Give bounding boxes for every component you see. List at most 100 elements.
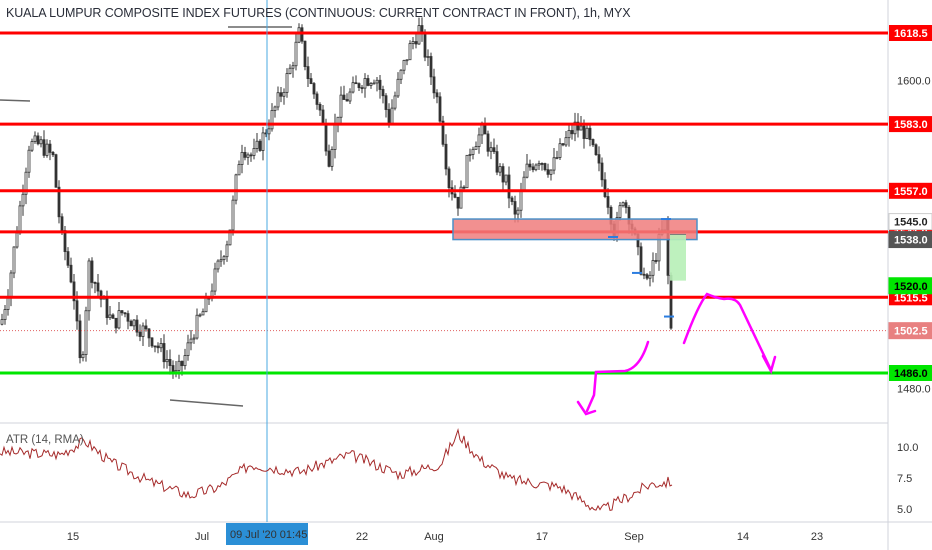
candle-body xyxy=(648,274,652,279)
candle-body xyxy=(108,314,112,319)
candle xyxy=(108,306,112,320)
candle xyxy=(567,123,571,147)
candle-body xyxy=(408,43,412,61)
candle xyxy=(603,172,607,199)
candle-body xyxy=(576,121,580,131)
candle-body xyxy=(297,27,301,43)
candle-body xyxy=(189,338,193,344)
candle xyxy=(111,313,115,319)
time-tick-label: 15 xyxy=(67,531,79,543)
candle xyxy=(507,166,511,209)
candle xyxy=(78,314,82,364)
candle-body xyxy=(75,300,79,322)
candle xyxy=(552,147,556,175)
candle xyxy=(438,92,442,126)
candle xyxy=(429,52,433,85)
resistance-zone[interactable] xyxy=(452,218,698,241)
candle xyxy=(459,180,463,209)
candle xyxy=(489,141,493,160)
candle xyxy=(27,145,31,178)
candle-body xyxy=(6,297,10,310)
candle xyxy=(456,196,460,216)
candle-body xyxy=(639,246,643,275)
candle-body xyxy=(231,199,235,231)
candle-body xyxy=(246,154,250,158)
candle xyxy=(501,163,505,192)
candle-body xyxy=(384,95,388,110)
candle-body xyxy=(243,151,247,158)
candle-body xyxy=(540,163,544,165)
candle xyxy=(30,138,34,152)
price-tag-bg xyxy=(889,365,932,381)
candle-body xyxy=(471,148,475,155)
candle xyxy=(303,40,307,71)
candle-body xyxy=(228,229,232,246)
candle xyxy=(528,159,532,171)
candle-body xyxy=(366,78,370,86)
candle-body xyxy=(603,179,607,197)
candle-body xyxy=(288,67,292,74)
candle-body xyxy=(591,139,595,146)
candle-body xyxy=(222,256,226,261)
candle xyxy=(192,334,196,344)
candle-body xyxy=(495,151,499,173)
candle-body xyxy=(204,297,208,313)
candle xyxy=(375,77,379,92)
candle xyxy=(585,125,589,140)
candle xyxy=(555,150,559,160)
candle xyxy=(474,141,478,150)
candle-body xyxy=(537,163,541,166)
candle-body xyxy=(645,274,649,279)
projection-path-down[interactable] xyxy=(585,340,650,413)
candle xyxy=(381,85,385,104)
candle-body xyxy=(444,143,448,170)
candle-body xyxy=(405,59,409,62)
price-tag-label: 1545.0 xyxy=(894,217,928,229)
candle xyxy=(276,86,280,111)
candle xyxy=(342,85,346,100)
candle-body xyxy=(69,264,73,283)
candle-body xyxy=(333,123,337,150)
candle xyxy=(258,139,262,152)
price-tag-label: 1583.0 xyxy=(894,119,928,131)
candle-body xyxy=(180,360,184,367)
candle xyxy=(669,272,673,330)
target-box[interactable] xyxy=(670,234,686,281)
candle-body xyxy=(132,319,136,327)
trend-line[interactable] xyxy=(0,99,31,102)
candle-body xyxy=(501,166,505,183)
candle xyxy=(369,81,373,89)
candle xyxy=(600,157,604,187)
candle-body xyxy=(555,157,559,159)
candle-body xyxy=(345,99,349,102)
candle xyxy=(393,91,397,111)
candle-body xyxy=(276,92,280,108)
candle xyxy=(114,317,118,334)
time-tick-label: 17 xyxy=(536,531,548,543)
candle-body xyxy=(597,154,601,164)
projection-path-target[interactable] xyxy=(682,292,773,372)
atr-label: ATR (14, RMA) xyxy=(6,434,84,446)
candle xyxy=(294,32,298,71)
candle-body xyxy=(240,151,244,165)
price-tag-bg xyxy=(889,25,932,41)
candle xyxy=(237,160,241,176)
candle-body xyxy=(66,251,70,266)
candle xyxy=(597,146,601,172)
candle xyxy=(465,154,469,189)
candle xyxy=(36,132,40,146)
candle-body xyxy=(147,328,151,339)
chart-title: KUALA LUMPUR COMPOSITE INDEX FUTURES (CO… xyxy=(6,6,631,20)
candle-body xyxy=(195,314,199,339)
candle-body xyxy=(459,186,463,209)
candle-body xyxy=(24,171,28,195)
candle-body xyxy=(303,40,307,67)
candle xyxy=(426,49,430,67)
candle xyxy=(57,180,61,224)
candle-body xyxy=(414,41,418,45)
candle xyxy=(330,146,334,171)
trend-line[interactable] xyxy=(169,399,244,407)
candle-body xyxy=(504,174,508,183)
candle-body xyxy=(84,310,88,356)
